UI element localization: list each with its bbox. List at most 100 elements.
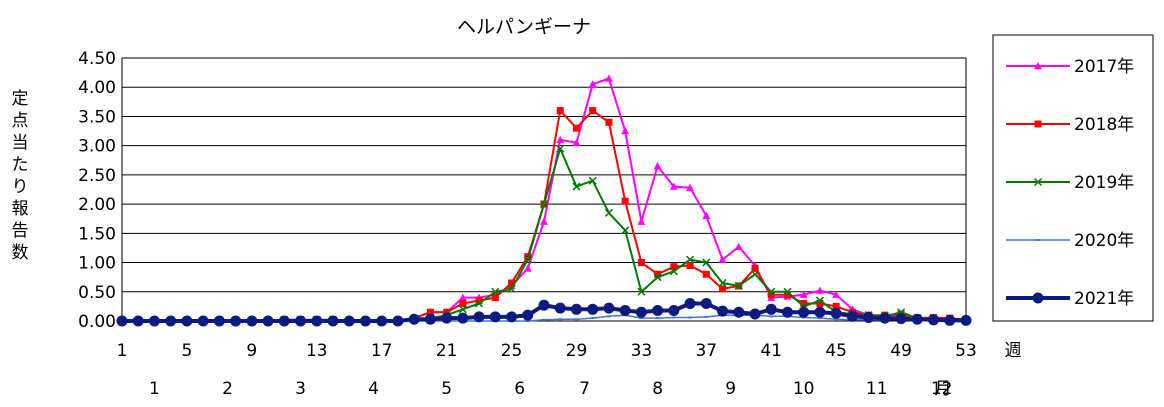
x-tick-label: 45 (825, 341, 847, 361)
data-point (262, 315, 274, 327)
data-point (523, 264, 532, 272)
data-point (473, 311, 485, 323)
x-tick-label: 13 (306, 341, 328, 361)
data-point (540, 217, 548, 225)
y-axis-title-char: り (12, 177, 29, 197)
data-point (1034, 62, 1042, 70)
data-point (554, 302, 566, 314)
month-tick-label: 12 (931, 379, 953, 399)
month-tick-label: 4 (368, 379, 379, 399)
data-point (489, 311, 501, 323)
data-point (605, 118, 613, 126)
data-point (572, 138, 581, 146)
data-point (832, 302, 840, 310)
data-point-stroke (815, 296, 824, 305)
series-3 (117, 144, 971, 326)
data-point (669, 182, 678, 190)
data-point (733, 306, 745, 318)
data-point-stroke (1033, 177, 1043, 187)
data-point (426, 308, 434, 316)
month-tick-label: 3 (295, 379, 306, 399)
month-tick-label: 5 (441, 379, 452, 399)
legend-entry: 2019年 (1006, 173, 1134, 193)
data-point (686, 261, 694, 269)
x-tick-label: 21 (436, 341, 458, 361)
data-point (523, 255, 532, 264)
grid-layer (121, 57, 967, 322)
data-point (637, 287, 646, 296)
data-point (459, 299, 467, 307)
x-tick-label: 17 (371, 341, 393, 361)
data-point (246, 315, 258, 327)
data-point (327, 315, 339, 327)
data-point (800, 299, 808, 307)
data-point (879, 312, 891, 324)
data-point-stroke (539, 200, 549, 209)
data-point (278, 315, 290, 327)
data-point (619, 304, 631, 316)
legend-entry: 2021年 (1006, 289, 1134, 309)
data-point (392, 315, 404, 327)
data-point (684, 297, 696, 309)
data-point (590, 317, 595, 320)
month-tick-label: 10 (793, 379, 815, 399)
data-point (604, 74, 613, 82)
data-point (443, 308, 451, 316)
legend-label: 2018年 (1074, 115, 1134, 135)
data-point (522, 309, 534, 321)
data-point (621, 226, 630, 235)
data-point (767, 291, 775, 299)
series-5 (116, 297, 972, 327)
x-tick-label: 49 (890, 341, 912, 361)
y-axis-title-char: 告 (12, 221, 29, 241)
data-point (441, 312, 453, 324)
data-point (343, 315, 355, 327)
data-point (817, 317, 822, 320)
data-point (424, 313, 436, 325)
plot-frame (121, 57, 967, 322)
y-tick-label: 3.50 (78, 107, 116, 127)
x-tick-label: 33 (631, 341, 653, 361)
data-point (719, 285, 727, 293)
data-point (491, 287, 500, 296)
x-tick-label: 1 (117, 341, 128, 361)
data-point-stroke (475, 299, 484, 308)
data-point (311, 315, 323, 327)
x-tick-label: 9 (246, 341, 257, 361)
data-point (700, 297, 712, 309)
month-tick-label: 8 (652, 379, 663, 399)
data-point (751, 264, 759, 272)
data-point (734, 242, 743, 250)
data-point (572, 124, 580, 132)
data-point-stroke (523, 255, 532, 264)
data-point (783, 291, 791, 299)
data-point (815, 296, 824, 305)
data-point (542, 318, 546, 321)
month-tick-label: 7 (579, 379, 590, 399)
month-axis-title: 月 (935, 379, 952, 399)
data-point (556, 107, 564, 115)
y-tick-label: 3.00 (78, 137, 116, 157)
chart-title: ヘルパンギーナ (457, 16, 591, 38)
data-point (604, 208, 613, 217)
data-point (688, 316, 693, 319)
data-point (798, 306, 810, 318)
y-axis-title-char: 数 (12, 243, 29, 263)
data-point-stroke (491, 287, 500, 296)
data-point (637, 259, 645, 267)
data-point (570, 303, 582, 315)
data-point (765, 303, 777, 315)
y-tick-label: 2.50 (78, 166, 116, 186)
month-tick-label: 2 (222, 379, 233, 399)
data-point (783, 287, 792, 296)
y-tick-label: 4.50 (78, 49, 116, 69)
data-point (525, 320, 530, 322)
data-point (621, 127, 630, 135)
data-point (457, 312, 469, 324)
data-point (639, 317, 644, 320)
data-point (556, 144, 565, 153)
data-point (911, 313, 923, 325)
legend: 2017年 2018年 2019年 2020年 2021年 (992, 34, 1154, 322)
data-point-stroke (669, 267, 678, 276)
